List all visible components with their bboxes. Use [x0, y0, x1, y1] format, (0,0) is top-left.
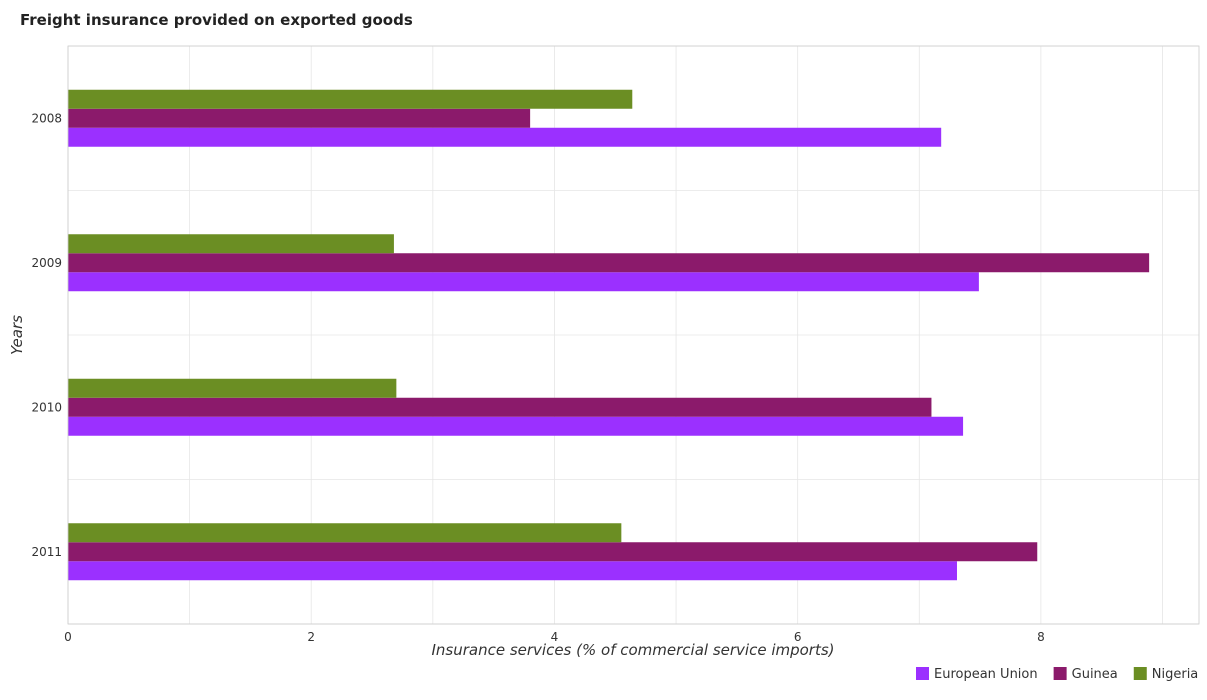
bar-nigeria-2008: [68, 89, 633, 109]
legend-label: Nigeria: [1152, 667, 1199, 682]
y-tick-label: 2011: [31, 545, 62, 559]
y-tick-label: 2010: [31, 400, 62, 414]
legend-swatch: [1133, 667, 1147, 680]
bar-guinea-2011: [68, 542, 1038, 562]
bar-nigeria-2009: [68, 234, 394, 254]
y-tick-label: 2008: [31, 111, 62, 125]
bar-nigeria-2010: [68, 378, 397, 398]
bar-guinea-2010: [68, 397, 932, 417]
bar-european-union-2010: [68, 416, 964, 436]
x-tick-label: 6: [794, 630, 802, 644]
x-tick-label: 2: [307, 630, 315, 644]
y-tick-labels: 2008 2009 2010 2011: [31, 111, 62, 559]
chart-title: Freight insurance provided on exported g…: [20, 11, 413, 29]
legend-label: European Union: [934, 667, 1038, 682]
bars: [68, 89, 1150, 581]
x-tick-label: 4: [551, 630, 559, 644]
legend: European Union Guinea Nigeria: [916, 667, 1198, 682]
bar-guinea-2009: [68, 253, 1150, 273]
x-tick-labels: 0 2 4 6 8: [64, 630, 1045, 644]
bar-guinea-2008: [68, 108, 531, 128]
y-tick-label: 2009: [31, 256, 62, 270]
x-tick-label: 0: [64, 630, 72, 644]
bar-european-union-2009: [68, 272, 979, 292]
plot-frame: [67, 45, 1200, 625]
x-tick-label: 8: [1037, 630, 1045, 644]
legend-label: Guinea: [1072, 667, 1118, 682]
legend-swatch: [916, 667, 929, 680]
legend-swatch: [1053, 667, 1067, 680]
bar-nigeria-2011: [68, 523, 622, 543]
x-axis-label: Insurance services (% of commercial serv…: [431, 641, 834, 659]
y-axis-label: Years: [8, 315, 26, 355]
bar-european-union-2008: [68, 127, 942, 147]
bar-european-union-2011: [68, 561, 957, 581]
